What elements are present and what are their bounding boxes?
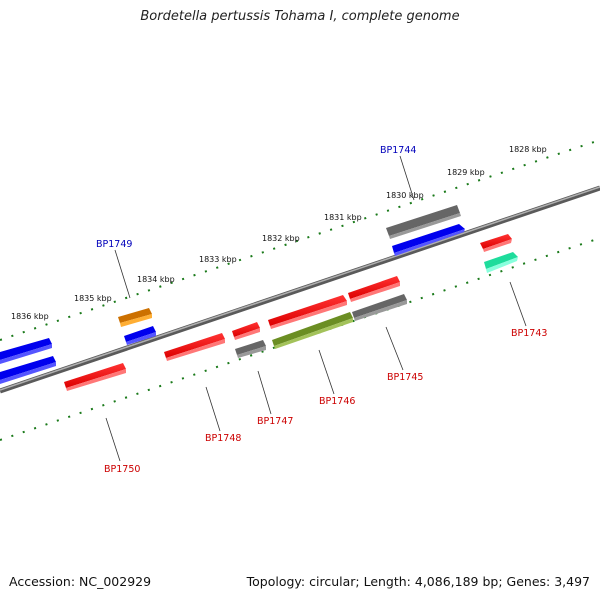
- kbp-label: 1835 kbp: [74, 294, 112, 303]
- gene-label-BP1744[interactable]: BP1744: [380, 145, 416, 156]
- gene-left-blue-1[interactable]: [0, 338, 52, 364]
- gene-BP1743b[interactable]: [484, 252, 518, 273]
- gene-BP1745b[interactable]: [352, 294, 407, 321]
- gene-BP1749[interactable]: [118, 308, 152, 327]
- gene-label-BP1745[interactable]: BP1745: [387, 372, 423, 383]
- kbp-label: 1836 kbp: [11, 312, 49, 321]
- gene-BP1744b[interactable]: [392, 224, 465, 256]
- map-title: Bordetella pertussis Tohama I, complete …: [140, 9, 460, 24]
- kbp-label: 1828 kbp: [509, 145, 547, 154]
- gene-label-BP1747[interactable]: BP1747: [257, 416, 293, 427]
- gene-BP1746b[interactable]: [272, 312, 353, 349]
- kbp-label: 1829 kbp: [447, 168, 485, 177]
- gene-label-BP1746[interactable]: BP1746: [319, 396, 355, 407]
- genome-summary-text: Topology: circular; Length: 4,086,189 bp…: [246, 574, 590, 589]
- gene-BP1750[interactable]: [64, 363, 126, 391]
- kbp-label: 1832 kbp: [262, 234, 300, 243]
- gene-BP1749b[interactable]: [124, 326, 156, 345]
- genome-backbone: [0, 185, 600, 394]
- gene-BP1748[interactable]: [164, 333, 225, 361]
- kbp-label: 1831 kbp: [324, 213, 362, 222]
- gene-BP1743[interactable]: [480, 234, 512, 252]
- gene-label-BP1748[interactable]: BP1748: [205, 433, 241, 444]
- accession-text: Accession: NC_002929: [9, 574, 152, 589]
- gene-label-BP1750[interactable]: BP1750: [104, 464, 140, 475]
- gene-BP1747b[interactable]: [235, 340, 266, 358]
- gene-BP1746[interactable]: [268, 295, 347, 329]
- kbp-label: 1834 kbp: [137, 275, 175, 284]
- gene-label-BP1743[interactable]: BP1743: [511, 328, 547, 339]
- gene-label-BP1749[interactable]: BP1749: [96, 239, 132, 250]
- gene-BP1747[interactable]: [232, 322, 260, 340]
- gene-BP1744[interactable]: [386, 205, 461, 239]
- gene-left-blue-2[interactable]: [0, 356, 56, 384]
- leader-lines: [105, 155, 527, 462]
- kbp-label: 1830 kbp: [386, 191, 424, 200]
- gene-BP1745[interactable]: [348, 276, 400, 302]
- kbp-label: 1833 kbp: [199, 255, 237, 264]
